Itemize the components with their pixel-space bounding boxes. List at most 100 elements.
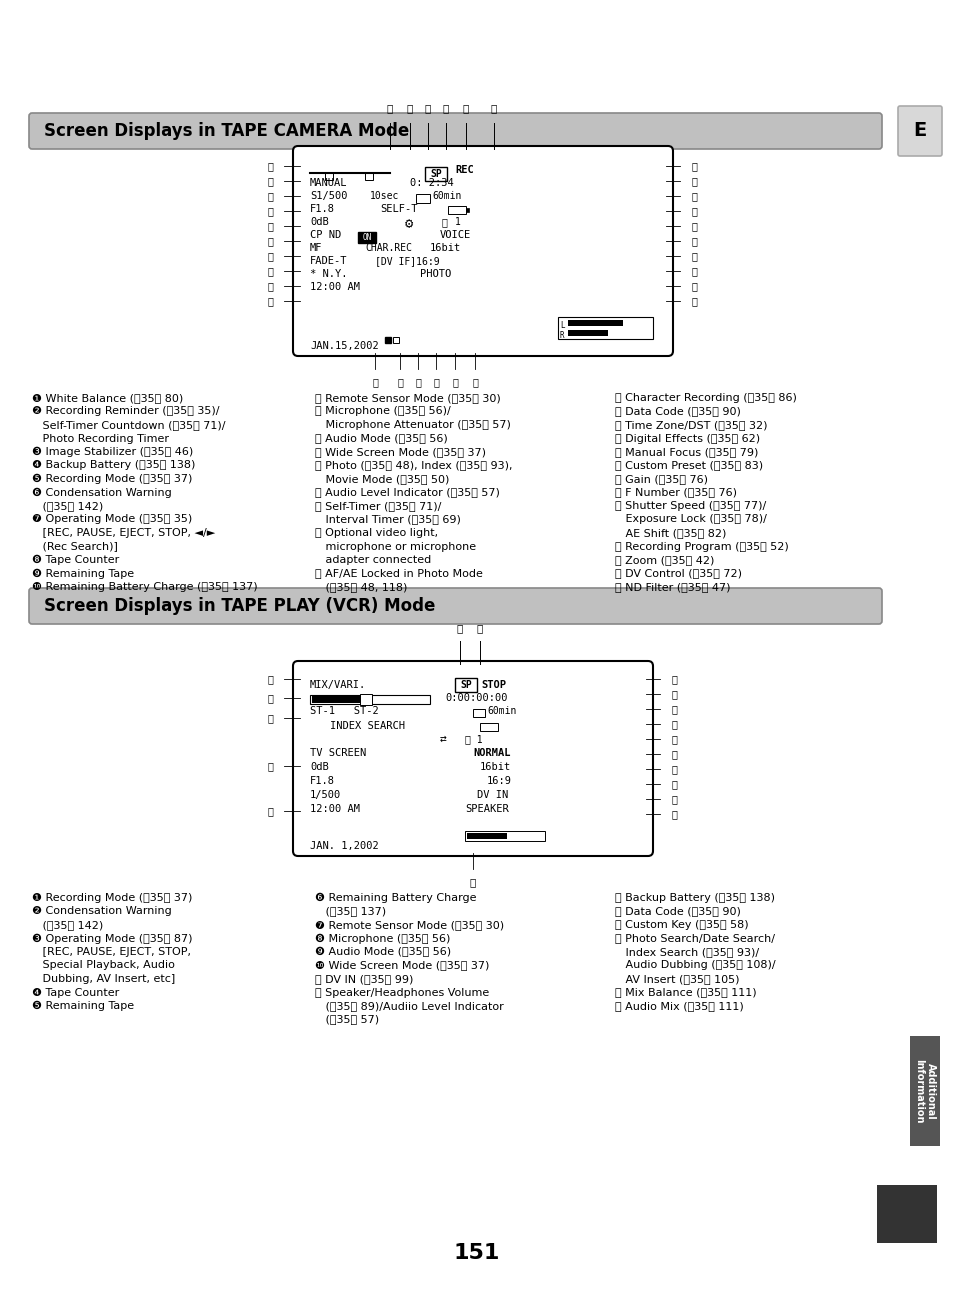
- Text: ❹: ❹: [267, 807, 273, 816]
- Bar: [909, 1036, 939, 1146]
- Text: MF: MF: [310, 243, 322, 252]
- Text: Interval Timer (⎈35⎉ 69): Interval Timer (⎈35⎉ 69): [314, 514, 460, 524]
- FancyBboxPatch shape: [293, 661, 652, 856]
- Bar: [876, 1185, 936, 1242]
- Text: E: E: [912, 121, 925, 141]
- Bar: [465, 208, 469, 212]
- Text: ❺ Recording Mode (⎈35⎉ 37): ❺ Recording Mode (⎈35⎉ 37): [32, 474, 193, 484]
- Text: ❹: ❹: [442, 103, 449, 113]
- Text: 0dB: 0dB: [310, 217, 329, 226]
- Text: ⑺ F Number (⎈35⎉ 76): ⑺ F Number (⎈35⎉ 76): [615, 488, 737, 497]
- Text: ⓬: ⓬: [690, 235, 697, 246]
- Text: VOICE: VOICE: [439, 230, 471, 239]
- Bar: [312, 696, 367, 703]
- Text: FADE-T: FADE-T: [310, 256, 347, 265]
- Text: (⎈35⎉ 57): (⎈35⎉ 57): [314, 1015, 378, 1024]
- Text: (⎈35⎉ 137): (⎈35⎉ 137): [314, 907, 386, 916]
- FancyBboxPatch shape: [293, 146, 672, 356]
- Text: ⑹ Gain (⎈35⎉ 76): ⑹ Gain (⎈35⎉ 76): [615, 474, 707, 484]
- Text: ⑭ Data Code (⎈35⎉ 90): ⑭ Data Code (⎈35⎉ 90): [615, 907, 740, 916]
- FancyBboxPatch shape: [29, 113, 882, 150]
- Text: SP: SP: [430, 169, 441, 180]
- Text: * N.Y.: * N.Y.: [310, 269, 347, 278]
- Text: ❷ Recording Reminder (⎈35⎉ 35)/: ❷ Recording Reminder (⎈35⎉ 35)/: [32, 406, 219, 416]
- Text: ⑶ Digital Effects (⎈35⎉ 62): ⑶ Digital Effects (⎈35⎉ 62): [615, 433, 760, 444]
- Text: ❼ Operating Mode (⎈35⎉ 35): ❼ Operating Mode (⎈35⎉ 35): [32, 514, 193, 524]
- Text: ❿ Wide Screen Mode (⎈35⎉ 37): ❿ Wide Screen Mode (⎈35⎉ 37): [314, 960, 489, 971]
- Text: 0:00:00:00: 0:00:00:00: [444, 693, 507, 703]
- Text: ⑬ Backup Battery (⎈35⎉ 138): ⑬ Backup Battery (⎈35⎉ 138): [615, 892, 774, 903]
- Text: 12:00 AM: 12:00 AM: [310, 804, 359, 814]
- Text: ⓫: ⓫: [670, 794, 677, 804]
- Text: ⓳: ⓳: [415, 377, 420, 386]
- Text: ⓮: ⓮: [690, 265, 697, 276]
- Text: Special Playback, Audio: Special Playback, Audio: [32, 960, 174, 971]
- Text: SP: SP: [459, 680, 472, 690]
- Bar: [310, 695, 430, 704]
- Text: ㉕: ㉕: [267, 235, 273, 246]
- Text: Screen Displays in TAPE CAMERA Mode: Screen Displays in TAPE CAMERA Mode: [44, 122, 409, 141]
- Text: 60min: 60min: [486, 706, 516, 716]
- Bar: [464, 831, 544, 840]
- FancyBboxPatch shape: [29, 588, 882, 624]
- Text: ㉑: ㉑: [267, 297, 273, 306]
- Text: ⑱ Optional video light,: ⑱ Optional video light,: [314, 528, 437, 539]
- Text: 🎵 1: 🎵 1: [464, 734, 482, 744]
- Text: Additional
Information: Additional Information: [913, 1059, 935, 1123]
- Text: ❾ Remaining Tape: ❾ Remaining Tape: [32, 569, 134, 579]
- Text: CP ND: CP ND: [310, 230, 341, 239]
- Text: ㉙: ㉙: [267, 176, 273, 186]
- Text: ❸: ❸: [424, 103, 431, 113]
- Bar: [448, 206, 465, 213]
- Text: ⑳ Character Recording (⎈35⎉ 86): ⑳ Character Recording (⎈35⎉ 86): [615, 393, 796, 403]
- Text: STOP: STOP: [480, 680, 505, 690]
- Bar: [473, 709, 484, 717]
- Text: ⓱: ⓱: [433, 377, 438, 386]
- Text: ㉛: ㉛: [472, 377, 477, 386]
- Text: ⑰ Mix Balance (⎈35⎉ 111): ⑰ Mix Balance (⎈35⎉ 111): [615, 987, 756, 998]
- Text: 16bit: 16bit: [430, 243, 460, 252]
- Text: Index Search (⎈35⎉ 93)/: Index Search (⎈35⎉ 93)/: [615, 947, 759, 958]
- Text: ❺: ❺: [670, 704, 677, 714]
- Bar: [365, 172, 373, 180]
- Text: ㉖: ㉖: [267, 221, 273, 232]
- Text: 🎵: 🎵: [441, 217, 447, 226]
- Text: ⚙: ⚙: [405, 217, 413, 232]
- Text: ⓱: ⓱: [267, 674, 273, 684]
- Text: ❾: ❾: [670, 764, 677, 774]
- Text: ❹ Backup Battery (⎈35⎉ 138): ❹ Backup Battery (⎈35⎉ 138): [32, 461, 195, 471]
- Text: ⓯: ⓯: [690, 281, 697, 291]
- Bar: [357, 232, 375, 243]
- Text: 10sec: 10sec: [370, 191, 399, 200]
- Text: ⑵ Time Zone/DST (⎈35⎉ 32): ⑵ Time Zone/DST (⎈35⎉ 32): [615, 420, 767, 431]
- Text: ❼: ❼: [690, 161, 697, 170]
- Text: ⑳: ⑳: [396, 377, 402, 386]
- Text: ⓳: ⓳: [267, 713, 273, 723]
- Text: ❿ Remaining Battery Charge (⎈35⎉ 137): ❿ Remaining Battery Charge (⎈35⎉ 137): [32, 582, 257, 592]
- Text: ❽ Microphone (⎈35⎉ 56): ❽ Microphone (⎈35⎉ 56): [314, 934, 450, 943]
- Text: 1: 1: [455, 217, 460, 226]
- Text: ❿: ❿: [670, 779, 677, 788]
- Text: ⓬: ⓬: [670, 809, 677, 820]
- Text: ❶: ❶: [387, 103, 393, 113]
- Bar: [467, 833, 506, 839]
- Text: ⑲ AF/AE Locked in Photo Mode: ⑲ AF/AE Locked in Photo Mode: [314, 569, 482, 579]
- Text: TV SCREEN: TV SCREEN: [310, 748, 366, 758]
- Text: SELF-T: SELF-T: [379, 204, 417, 213]
- Bar: [424, 167, 447, 181]
- Text: ❷: ❷: [406, 103, 413, 113]
- Text: (⎈35⎉ 48, 118): (⎈35⎉ 48, 118): [314, 582, 407, 592]
- Text: [REC, PAUSE, EJECT, STOP, ◄/►: [REC, PAUSE, EJECT, STOP, ◄/►: [32, 528, 215, 539]
- Text: Audio Dubbing (⎈35⎉ 108)/: Audio Dubbing (⎈35⎉ 108)/: [615, 960, 775, 971]
- Bar: [558, 317, 652, 340]
- Text: JAN. 1,2002: JAN. 1,2002: [310, 840, 378, 851]
- Text: ❽: ❽: [670, 749, 677, 758]
- Text: ❻: ❻: [491, 103, 497, 113]
- Text: 12:00 AM: 12:00 AM: [310, 282, 359, 291]
- Text: R: R: [559, 330, 564, 340]
- Text: ⑴ Data Code (⎈35⎉ 90): ⑴ Data Code (⎈35⎉ 90): [615, 406, 740, 416]
- Text: [DV IF]16:9: [DV IF]16:9: [375, 256, 439, 265]
- Text: ⑪ DV IN (⎈35⎉ 99): ⑪ DV IN (⎈35⎉ 99): [314, 974, 413, 984]
- Text: ⑻ Shutter Speed (⎈35⎉ 77)/: ⑻ Shutter Speed (⎈35⎉ 77)/: [615, 501, 765, 511]
- Text: [REC, PAUSE, EJECT, STOP,: [REC, PAUSE, EJECT, STOP,: [32, 947, 191, 958]
